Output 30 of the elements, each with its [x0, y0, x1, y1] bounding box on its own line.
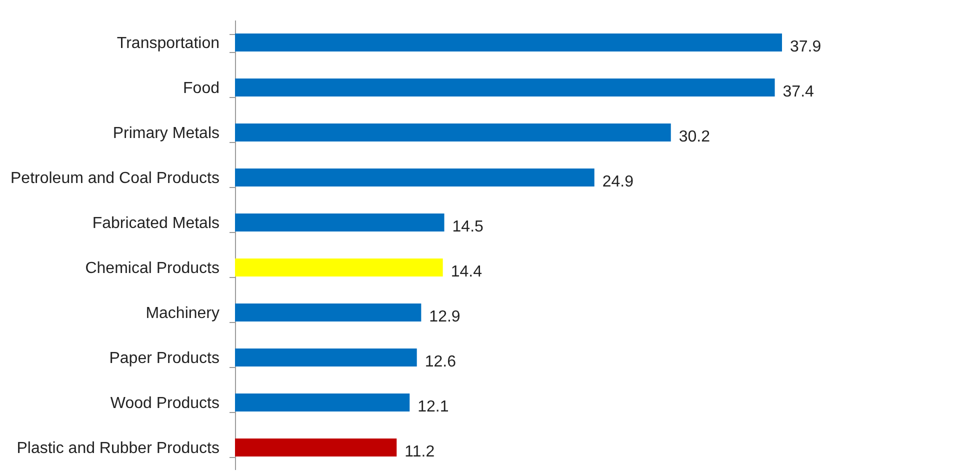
- bar: [235, 258, 443, 276]
- bar: [235, 438, 397, 456]
- bar: [235, 34, 782, 52]
- data-label: 14.5: [452, 218, 484, 236]
- bar: [235, 304, 422, 322]
- data-label: 12.9: [429, 308, 460, 326]
- bar: [235, 348, 417, 366]
- bar: [235, 124, 671, 142]
- y-tick-label: Chemical Products: [85, 260, 220, 277]
- data-label: 30.2: [678, 128, 710, 146]
- y-tick-label: Petroleum and Coal Products: [10, 170, 220, 187]
- data-label: 14.4: [450, 264, 482, 280]
- bar: [235, 168, 594, 186]
- bar: [235, 78, 775, 96]
- bar: [235, 214, 444, 232]
- data-label: 24.9: [602, 174, 634, 190]
- data-label: 12.1: [418, 398, 449, 416]
- data-label: 37.4: [782, 84, 814, 100]
- y-tick-label: Paper Products: [109, 350, 220, 367]
- y-tick-label: Plastic and Rubber Products: [16, 440, 220, 457]
- y-tick-label: Machinery: [146, 305, 220, 322]
- y-tick-label: Transportation: [116, 35, 220, 52]
- y-tick-label: Fabricated Metals: [92, 215, 220, 232]
- y-tick-label: Wood Products: [110, 395, 220, 412]
- data-label: 11.2: [404, 444, 435, 460]
- y-tick-label: Food: [183, 80, 220, 97]
- y-tick-label: Primary Metals: [112, 125, 220, 142]
- data-label: 37.9: [790, 38, 822, 56]
- data-label: 12.6: [424, 354, 456, 370]
- bar: [235, 394, 410, 412]
